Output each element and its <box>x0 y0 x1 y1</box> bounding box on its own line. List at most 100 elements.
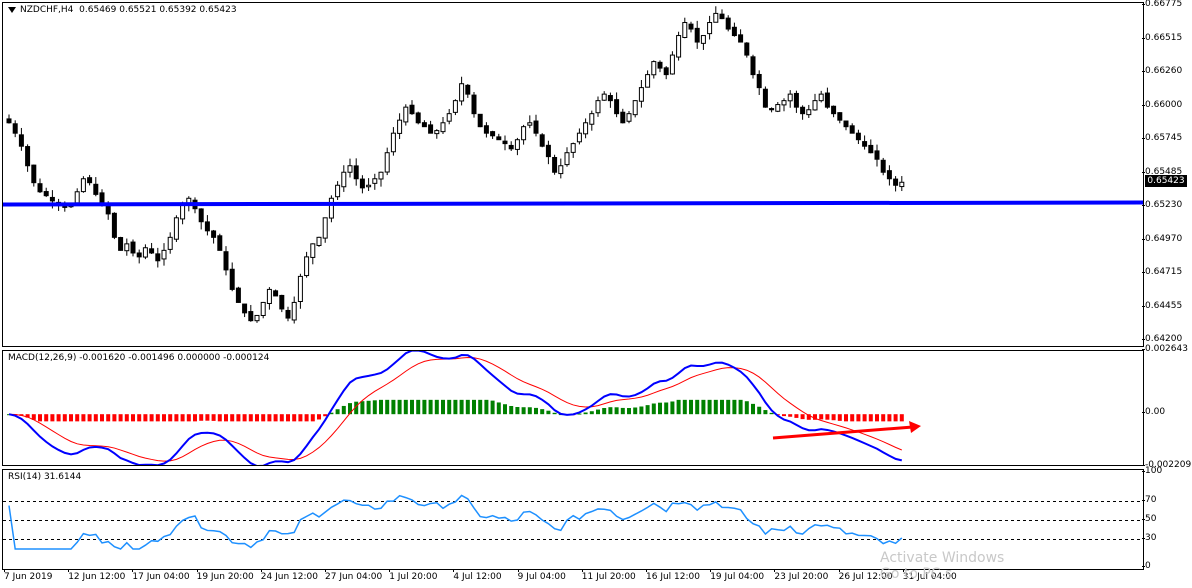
macd-histogram-bar <box>93 414 98 422</box>
macd-histogram-bar <box>366 400 371 415</box>
time-axis-label: 26 Jul 12:00 <box>838 569 893 582</box>
macd-histogram-bar <box>391 399 396 415</box>
price-axis-tick: 0.66775 <box>1141 0 1183 10</box>
macd-histogram-bar <box>168 414 173 422</box>
macd-histogram-bar <box>707 399 712 415</box>
macd-histogram-bar <box>100 414 104 422</box>
candle-body <box>18 134 24 147</box>
macd-histogram-bar <box>335 409 340 415</box>
candle-body <box>570 143 576 153</box>
candle-body <box>731 26 737 37</box>
candle-body <box>248 311 254 322</box>
macd-histogram-bar <box>763 410 768 415</box>
candle-body <box>465 84 471 95</box>
price-axis-tick: 0.65485 <box>1141 167 1183 178</box>
macd-histogram-bar <box>552 412 557 415</box>
time-axis-label: 19 Jul 04:00 <box>710 569 765 582</box>
macd-histogram-bar <box>372 400 377 415</box>
candle-body <box>787 93 793 102</box>
macd-histogram-bar <box>224 414 228 422</box>
candle-body <box>682 22 688 38</box>
candle-body <box>576 132 582 143</box>
macd-histogram-bar <box>503 404 507 415</box>
candle-body <box>793 92 799 108</box>
macd-histogram-bar <box>868 414 873 422</box>
macd-histogram-bar <box>509 405 514 415</box>
macd-axis: 0.002643 0.00 -0.002209 <box>1141 344 1192 470</box>
price-axis-tick: 0.66260 <box>1141 66 1183 77</box>
macd-label: MACD(12,26,9) -0.001620 -0.001496 0.0000… <box>8 353 270 363</box>
candle-body <box>403 106 409 123</box>
time-axis-label: 1 Jul 20:00 <box>389 569 438 582</box>
candle-body <box>490 131 496 137</box>
candle-body <box>223 251 229 271</box>
candle-body <box>514 139 520 150</box>
price-chart-panel[interactable]: NZDCHF,H4 0.65469 0.65521 0.65392 0.6542… <box>2 2 1144 347</box>
time-axis-label: 24 Jun 12:00 <box>260 569 318 582</box>
chart-header: NZDCHF,H4 0.65469 0.65521 0.65392 0.6542… <box>8 5 237 15</box>
macd-histogram-bar <box>416 399 421 415</box>
candle-body <box>198 208 204 223</box>
candle-body <box>756 73 762 89</box>
macd-histogram-bar <box>62 414 67 422</box>
macd-axis-tick: -0.002209 <box>1141 460 1192 470</box>
macd-histogram-bar <box>682 399 687 415</box>
macd-histogram-bar <box>149 414 154 422</box>
macd-histogram-bar <box>639 406 644 415</box>
candle-body <box>378 171 384 180</box>
macd-histogram-bar <box>738 399 743 415</box>
candle-body <box>6 118 12 124</box>
macd-histogram-bar <box>521 407 526 415</box>
macd-histogram-bar <box>174 414 179 422</box>
macd-histogram-bar <box>124 414 129 422</box>
candle-body <box>446 113 452 122</box>
candle-body <box>372 178 378 184</box>
macd-histogram-bar <box>385 399 390 415</box>
candle-body <box>893 178 899 186</box>
candle-body <box>800 106 806 115</box>
rsi-axis-tick: 50 <box>1141 513 1157 524</box>
rsi-panel[interactable]: RSI(14) 31.6144 <box>2 469 1144 570</box>
candle-body <box>818 93 824 102</box>
candle-body <box>663 67 669 76</box>
candle-body <box>130 241 136 254</box>
candle-body <box>25 146 31 167</box>
candle-body <box>111 212 117 238</box>
support-line <box>3 200 1143 207</box>
candle-body <box>632 100 638 116</box>
macd-histogram-bar <box>670 401 675 415</box>
macd-histogram-bar <box>757 406 762 415</box>
macd-histogram-bar <box>193 414 197 422</box>
macd-histogram-bar <box>75 414 80 422</box>
macd-histogram-bar <box>459 399 464 415</box>
candle-body <box>167 236 173 250</box>
macd-histogram-bar <box>751 403 755 415</box>
macd-histogram-bar <box>546 410 551 415</box>
candle-body <box>589 113 595 125</box>
candle-body <box>744 42 750 56</box>
price-axis-tick: 0.64970 <box>1141 234 1183 245</box>
candle-body <box>254 314 260 322</box>
candle-body <box>80 178 86 193</box>
macd-histogram-bar <box>267 414 272 422</box>
macd-histogram-bar <box>596 409 600 415</box>
time-axis-label: 31 Jul 04:00 <box>902 569 957 582</box>
trend-arrow-line <box>772 425 914 440</box>
macd-histogram-bar <box>794 414 799 418</box>
macd-histogram-bar <box>825 414 830 420</box>
macd-histogram-bar <box>379 399 383 415</box>
candle-body <box>37 183 43 193</box>
candle-body <box>843 120 849 128</box>
macd-main-line <box>8 351 903 465</box>
macd-histogram-bar <box>856 414 861 422</box>
macd-histogram-bar <box>279 414 284 422</box>
macd-histogram-bar <box>323 414 328 417</box>
candle-body <box>217 235 223 251</box>
macd-histogram-bar <box>69 414 73 422</box>
macd-histogram-bar <box>899 414 904 422</box>
macd-histogram-bar <box>310 414 315 422</box>
macd-panel[interactable]: MACD(12,26,9) -0.001620 -0.001496 0.0000… <box>2 350 1144 466</box>
candle-body <box>750 56 756 76</box>
macd-histogram-bar <box>496 402 501 415</box>
rsi-axis: 100 70 50 30 0 <box>1141 466 1192 571</box>
